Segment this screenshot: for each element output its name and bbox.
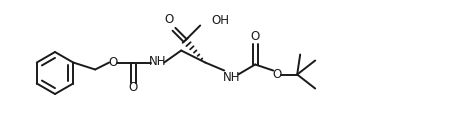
Text: O: O xyxy=(109,56,118,69)
Text: OH: OH xyxy=(211,14,229,27)
Text: NH: NH xyxy=(148,55,166,68)
Text: O: O xyxy=(251,30,260,43)
Text: O: O xyxy=(273,68,282,81)
Text: O: O xyxy=(129,81,138,94)
Text: O: O xyxy=(164,13,174,26)
Text: NH: NH xyxy=(223,71,240,84)
